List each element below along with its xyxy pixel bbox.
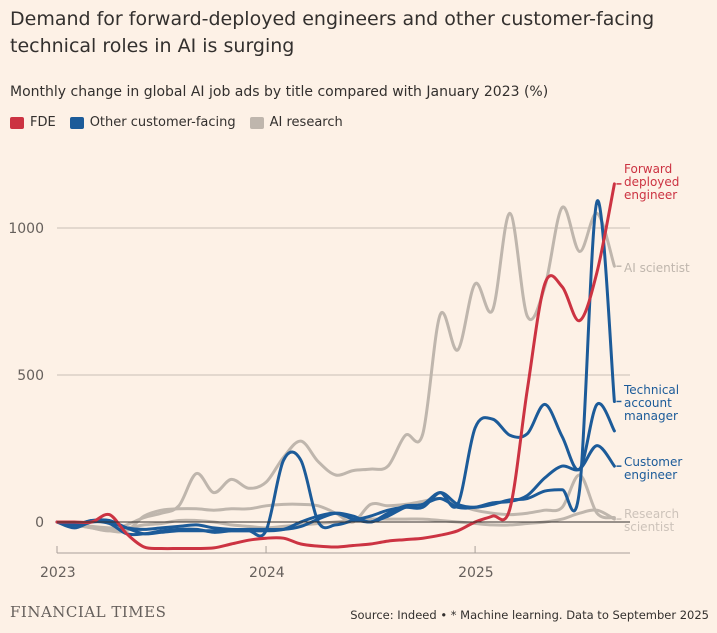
- annotation-technical-account-manager: manager: [624, 409, 678, 423]
- legend: FDE Other customer-facing AI research: [10, 115, 343, 130]
- annotation-forward-deployed-engineer: deployed: [624, 175, 679, 189]
- y-tick-label: 500: [17, 368, 44, 384]
- annotation-customer-engineer: engineer: [624, 468, 677, 482]
- legend-swatch-fde: [10, 116, 24, 129]
- annotation-technical-account-manager: account: [624, 396, 672, 410]
- chart-subtitle: Monthly change in global AI job ads by t…: [10, 84, 549, 100]
- x-tick-label: 2024: [249, 565, 285, 581]
- annotation-forward-deployed-engineer: Forward: [624, 162, 672, 176]
- annotation-ai-scientist: AI scientist: [624, 261, 690, 275]
- annotation-forward-deployed-engineer: engineer: [624, 188, 677, 202]
- annotation-technical-account-manager: Technical: [623, 383, 679, 397]
- legend-swatch-other-customer-facing: [69, 116, 84, 129]
- legend-item-ai-research: AI research: [249, 115, 343, 130]
- series-line-other-customer-facing-3: [55, 402, 616, 532]
- y-tick-label: 0: [35, 515, 44, 531]
- x-tick-label: 2023: [40, 565, 76, 581]
- series-line-forward-deployed-engineer: [55, 182, 616, 551]
- annotation-customer-engineer: Customer: [624, 455, 682, 469]
- annotation-research-scientist: scientist: [624, 520, 674, 534]
- ft-logo: FINANCIAL TIMES: [10, 603, 167, 621]
- series-line-technical-account-manager: [55, 199, 616, 538]
- chart-title: Demand for forward-deployed engineers an…: [10, 8, 655, 57]
- legend-label-ai-research: AI research: [269, 115, 343, 130]
- legend-swatch-ai-research: [249, 116, 264, 129]
- legend-label-other-customer-facing: Other customer-facing: [89, 115, 236, 130]
- y-tick-label: 1000: [8, 221, 44, 237]
- series-line-ai-scientist: [55, 205, 616, 533]
- annotation-research-scientist: Research: [624, 507, 679, 521]
- legend-item-fde: FDE: [10, 115, 56, 130]
- legend-item-other-customer-facing: Other customer-facing: [69, 115, 236, 130]
- source-note: Source: Indeed • * Machine learning. Dat…: [350, 608, 709, 622]
- x-tick-label: 2025: [458, 565, 494, 581]
- legend-label-fde: FDE: [30, 115, 56, 130]
